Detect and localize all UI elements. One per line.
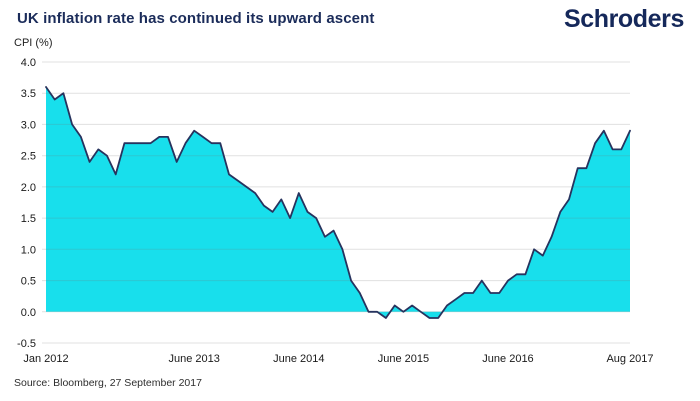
source-note: Source: Bloomberg, 27 September 2017 — [14, 377, 202, 389]
y-tick-label: 4.0 — [21, 57, 36, 69]
cpi-area-fill — [46, 87, 630, 318]
x-tick-label: June 2014 — [273, 353, 324, 365]
y-tick-label: 0.5 — [21, 276, 36, 288]
y-tick-label: 3.5 — [21, 88, 36, 100]
y-tick-label: 2.0 — [21, 182, 36, 194]
x-tick-label: June 2016 — [482, 353, 533, 365]
page-title: UK inflation rate has continued its upwa… — [17, 10, 375, 27]
y-tick-label: 1.5 — [21, 213, 36, 225]
y-tick-label: 0.0 — [21, 307, 36, 319]
x-tick-label: June 2013 — [169, 353, 220, 365]
y-axis-unit-label: CPI (%) — [14, 37, 53, 49]
x-tick-label: Aug 2017 — [606, 353, 653, 365]
x-tick-label: Jan 2012 — [23, 353, 68, 365]
y-tick-label: 3.0 — [21, 119, 36, 131]
schroders-logo: Schroders — [563, 5, 684, 33]
y-tick-label: 2.5 — [21, 151, 36, 163]
y-tick-label: 1.0 — [21, 244, 36, 256]
y-tick-label: -0.5 — [17, 338, 36, 350]
x-tick-label: June 2015 — [378, 353, 429, 365]
cpi-line — [45, 86, 631, 319]
